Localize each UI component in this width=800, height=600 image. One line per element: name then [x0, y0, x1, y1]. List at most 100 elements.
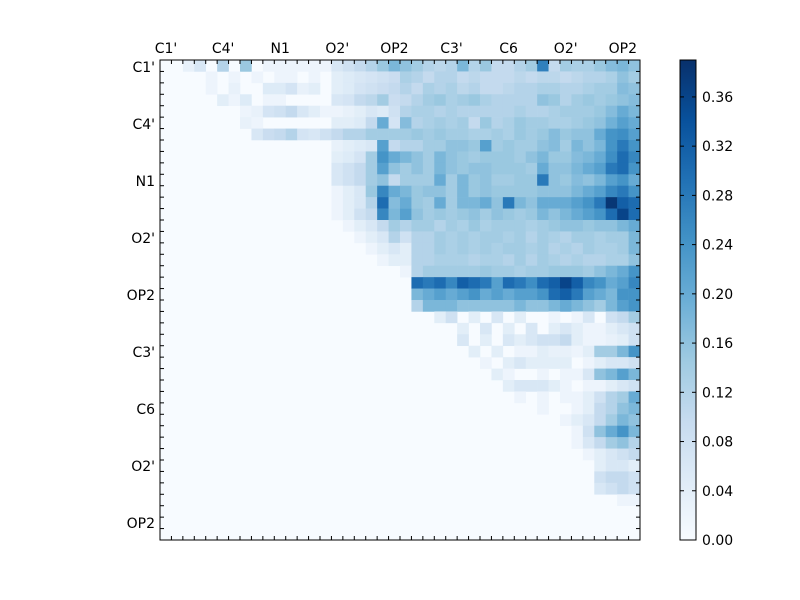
- heatmap-cell: [434, 185, 447, 198]
- heatmap-cell: [582, 231, 595, 244]
- heatmap-cell: [594, 117, 607, 129]
- heatmap-cell: [617, 425, 629, 438]
- heatmap-cell: [571, 391, 584, 404]
- heatmap-cell: [628, 402, 641, 415]
- heatmap-cell: [411, 288, 424, 301]
- heatmap-cell: [605, 174, 618, 187]
- heatmap-cell: [548, 300, 561, 312]
- heatmap-cell: [491, 265, 504, 278]
- heatmap-cell: [525, 117, 538, 129]
- heatmap-cell: [320, 60, 332, 72]
- heatmap-cell: [571, 254, 584, 267]
- heatmap-cell: [240, 60, 252, 72]
- heatmap-cell: [445, 242, 458, 255]
- heatmap-cell: [502, 174, 515, 187]
- x-tick-label: C4': [212, 41, 235, 57]
- heatmap-cell: [617, 197, 629, 209]
- heatmap-cell: [571, 185, 584, 198]
- heatmap-cell: [525, 94, 538, 107]
- heatmap-cell: [468, 140, 481, 152]
- heatmap-cell: [365, 174, 378, 187]
- heatmap-cell: [605, 380, 618, 392]
- x-tick-label: O2': [325, 41, 349, 57]
- heatmap-cell: [548, 311, 561, 324]
- heatmap-cell: [582, 402, 595, 415]
- heatmap-cell: [571, 94, 584, 107]
- heatmap-cell: [594, 185, 607, 198]
- heatmap-cell: [502, 60, 515, 72]
- heatmap-cell: [571, 300, 584, 312]
- heatmap-cell: [617, 482, 629, 495]
- heatmap-cell: [502, 151, 515, 164]
- heatmap-cell: [400, 151, 412, 164]
- heatmap-cell: [457, 174, 469, 187]
- heatmap-cell: [400, 82, 412, 95]
- heatmap-cell: [491, 220, 504, 232]
- heatmap-cell: [445, 300, 458, 312]
- heatmap-cell: [617, 277, 629, 289]
- heatmap-cell: [560, 162, 572, 175]
- heatmap-cell: [628, 368, 641, 381]
- heatmap-cell: [514, 242, 527, 255]
- heatmap-cell: [571, 197, 584, 209]
- heatmap-cell: [445, 151, 458, 164]
- heatmap-cell: [582, 322, 595, 335]
- heatmap-cell: [400, 174, 412, 187]
- heatmap-cell: [331, 185, 344, 198]
- heatmap-cell: [560, 94, 572, 107]
- heatmap-cell: [205, 82, 218, 95]
- heatmap-cell: [628, 311, 641, 324]
- heatmap-cell: [491, 117, 504, 129]
- heatmap-cell: [422, 242, 435, 255]
- heatmap-cell: [457, 208, 469, 221]
- heatmap-cell: [617, 185, 629, 198]
- heatmap-cell: [365, 117, 378, 129]
- heatmap-cell: [331, 151, 344, 164]
- heatmap-cell: [457, 265, 469, 278]
- heatmap-cell: [605, 277, 618, 289]
- heatmap-cell: [445, 60, 458, 72]
- heatmap-cell: [617, 368, 629, 381]
- heatmap-cell: [525, 197, 538, 209]
- heatmap-cell: [411, 60, 424, 72]
- x-tick-label: C6: [499, 41, 518, 57]
- heatmap-cell: [560, 345, 572, 358]
- heatmap-cell: [628, 60, 641, 72]
- heatmap-cell: [491, 185, 504, 198]
- heatmap-cell: [388, 140, 401, 152]
- heatmap-cell: [514, 288, 527, 301]
- heatmap-cell: [514, 94, 527, 107]
- heatmap-cell: [434, 105, 447, 118]
- heatmap-cell: [297, 128, 309, 141]
- heatmap-cell: [331, 82, 344, 95]
- heatmap-cell: [354, 105, 367, 118]
- heatmap-cell: [308, 128, 321, 141]
- heatmap-cell: [422, 197, 435, 209]
- heatmap-cell: [502, 277, 515, 289]
- heatmap-cell: [365, 162, 378, 175]
- heatmap-cell: [571, 334, 584, 347]
- heatmap-cell: [525, 82, 538, 95]
- heatmap-cell: [491, 197, 504, 209]
- heatmap-cell: [434, 197, 447, 209]
- heatmap-cell: [445, 220, 458, 232]
- heatmap-cell: [491, 128, 504, 141]
- heatmap-cell: [628, 460, 641, 472]
- heatmap-cell: [502, 94, 515, 107]
- heatmap-cell: [594, 437, 607, 449]
- heatmap-cell: [605, 437, 618, 449]
- heatmap-cell: [525, 162, 538, 175]
- heatmap-cell: [354, 117, 367, 129]
- heatmap-cell: [502, 208, 515, 221]
- heatmap-cell: [491, 277, 504, 289]
- heatmap-cell: [628, 220, 641, 232]
- heatmap-cell: [628, 322, 641, 335]
- heatmap-cell: [468, 94, 481, 107]
- heatmap-cell: [514, 311, 527, 324]
- heatmap-cell: [594, 254, 607, 267]
- heatmap-cell: [445, 185, 458, 198]
- heatmap-cell: [411, 71, 424, 84]
- heatmap-cell: [537, 94, 549, 107]
- heatmap-cell: [605, 231, 618, 244]
- heatmap-cell: [365, 197, 378, 209]
